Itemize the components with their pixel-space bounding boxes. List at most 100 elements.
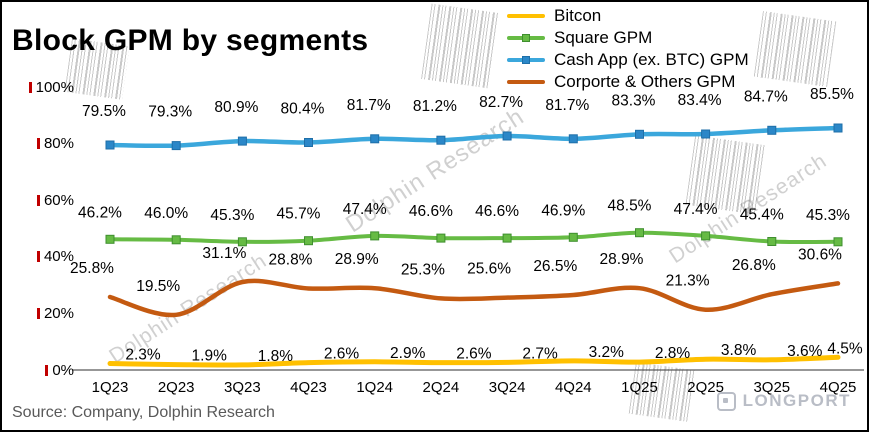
longport-logo-text: LONGPORT	[742, 391, 851, 410]
legend-marker-icon	[522, 56, 530, 64]
data-label: 26.5%	[533, 258, 577, 275]
data-label: 2.8%	[655, 345, 691, 362]
data-label: 2.6%	[456, 346, 492, 363]
data-label: 79.3%	[148, 104, 192, 121]
series-line-2	[107, 125, 841, 149]
data-label: 79.5%	[82, 103, 126, 120]
data-label: 85.5%	[810, 86, 854, 103]
x-axis-label: 2Q24	[422, 379, 460, 396]
data-label: 46.6%	[409, 203, 453, 220]
series-marker	[502, 233, 512, 243]
x-axis-label: 1Q24	[356, 379, 394, 396]
y-axis-tick-text: 60%	[43, 191, 74, 209]
y-axis-label: 60%	[18, 191, 74, 209]
data-label: 46.0%	[144, 205, 188, 222]
y-axis-tick-mark	[36, 194, 40, 206]
series-line-1	[108, 230, 840, 245]
legend-label: Bitcon	[554, 6, 602, 25]
y-axis-tick-mark	[36, 251, 40, 263]
series-marker	[568, 134, 578, 144]
data-label: 25.6%	[467, 261, 511, 278]
y-axis-tick-text: 80%	[43, 135, 74, 153]
data-label: 48.5%	[608, 198, 652, 215]
x-axis-label: 4Q25	[819, 379, 857, 396]
data-label: 21.3%	[666, 273, 710, 290]
data-label: 2.7%	[522, 345, 558, 362]
data-label: 30.6%	[798, 246, 842, 263]
y-axis-label: 40%	[18, 248, 74, 266]
series-marker	[635, 228, 644, 238]
x-axis-label: 1Q23	[91, 379, 129, 396]
series-marker	[568, 232, 578, 242]
x-axis-label: 1Q25	[621, 379, 658, 396]
series-marker	[171, 141, 181, 151]
data-label: 46.6%	[475, 203, 519, 220]
series-marker	[701, 129, 711, 139]
series-marker	[237, 237, 247, 247]
legend-item: Bitcon	[507, 5, 749, 27]
longport-logo-icon	[716, 391, 736, 411]
data-label: 83.4%	[678, 92, 722, 109]
data-label: 3.8%	[721, 342, 757, 359]
data-label: 19.5%	[136, 278, 180, 295]
x-axis-label: 4Q23	[290, 379, 327, 396]
legend-swatch-icon	[507, 56, 545, 64]
legend-item: Corporte & Others GPM	[507, 71, 749, 93]
series-marker	[635, 129, 644, 139]
series-marker	[436, 233, 446, 243]
x-axis-label: 3Q23	[224, 379, 261, 396]
legend-label: Corporte & Others GPM	[554, 72, 736, 91]
data-label: 45.4%	[740, 207, 784, 224]
data-label: 81.7%	[545, 97, 589, 114]
legend-item: Square GPM	[507, 27, 749, 49]
data-label: 25.8%	[70, 260, 114, 277]
y-axis-tick-text: 40%	[43, 248, 74, 266]
data-label: 1.9%	[192, 348, 228, 365]
series-marker	[502, 131, 512, 141]
legend-swatch-icon	[507, 14, 545, 18]
series-marker	[304, 236, 313, 246]
series-marker	[105, 140, 115, 150]
x-axis-label: 3Q24	[488, 379, 526, 396]
y-axis-tick-text: 20%	[43, 304, 74, 322]
y-axis-tick-text: 100%	[35, 78, 74, 96]
series-marker	[105, 234, 115, 244]
source-note: Source: Company, Dolphin Research	[12, 404, 275, 421]
y-axis-label: 0%	[18, 361, 74, 379]
data-label: 82.7%	[479, 94, 523, 111]
data-label: 45.3%	[806, 207, 850, 224]
y-axis-tick-mark	[36, 307, 40, 319]
x-axis-label: 4Q24	[554, 379, 592, 396]
y-axis-tick-text: 0%	[52, 361, 74, 379]
data-label: 46.2%	[78, 204, 122, 221]
series-marker	[833, 123, 843, 133]
series-marker	[833, 237, 843, 247]
y-axis-tick-mark	[28, 81, 32, 93]
series-marker	[701, 231, 711, 241]
legend-swatch-icon	[507, 34, 545, 42]
series-line-3	[107, 278, 841, 318]
y-axis-label: 20%	[18, 304, 74, 322]
legend-swatch-icon	[507, 80, 545, 84]
data-label: 80.4%	[281, 101, 325, 118]
series-marker	[767, 237, 777, 246]
data-label: 2.6%	[324, 346, 360, 363]
data-label: 2.3%	[125, 347, 161, 364]
x-axis-label: 2Q25	[687, 379, 724, 396]
legend-label: Cash App (ex. BTC) GPM	[554, 50, 749, 69]
series-marker	[370, 231, 380, 241]
data-label: 46.9%	[541, 202, 585, 219]
data-label: 45.7%	[277, 206, 321, 223]
data-label: 28.9%	[600, 251, 644, 268]
data-label: 45.3%	[210, 207, 254, 224]
data-label: 47.4%	[674, 201, 718, 218]
legend-label: Square GPM	[554, 28, 653, 47]
y-axis-tick-mark	[45, 364, 49, 376]
series-marker	[304, 138, 313, 147]
series-marker	[171, 235, 181, 245]
longport-watermark: LONGPORT	[716, 391, 851, 411]
series-marker	[436, 135, 446, 145]
x-axis-label: 3Q25	[753, 379, 791, 396]
